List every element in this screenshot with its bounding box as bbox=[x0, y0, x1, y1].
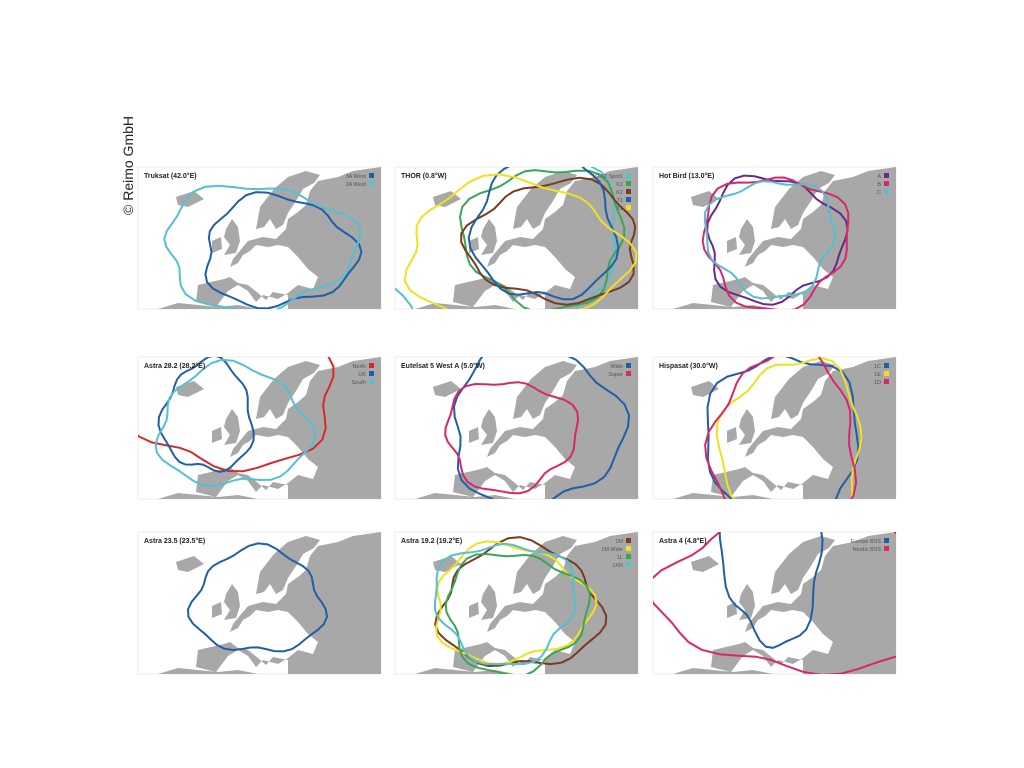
footprint bbox=[163, 184, 362, 309]
legend-label: C bbox=[877, 190, 881, 196]
map-panel: Truksat (42.0°E) 3A West 2A West bbox=[137, 166, 382, 310]
footprint bbox=[703, 180, 837, 300]
legend-label: A bbox=[877, 174, 881, 180]
panel-title: THOR (0.8°W) bbox=[401, 172, 447, 180]
map bbox=[395, 167, 638, 309]
footprint bbox=[704, 357, 858, 499]
legend-label: North bbox=[353, 364, 366, 370]
legend-swatch bbox=[369, 181, 374, 186]
legend-swatch bbox=[626, 562, 631, 567]
map bbox=[415, 532, 638, 674]
legend-label: 1E bbox=[874, 372, 881, 378]
legend-label: 1M Wide bbox=[601, 547, 623, 553]
legend-label: 1C bbox=[874, 364, 881, 370]
legend-swatch bbox=[884, 363, 889, 368]
footprint bbox=[204, 191, 363, 309]
legend-swatch bbox=[626, 205, 631, 210]
legend-label: Nordic BSS bbox=[853, 547, 882, 553]
footprint bbox=[653, 532, 896, 674]
legend-label: Europe BSS bbox=[851, 539, 882, 545]
legend-label: T1 bbox=[617, 198, 623, 204]
legend-swatch bbox=[884, 538, 889, 543]
legend-swatch bbox=[884, 181, 889, 186]
legend-label: South bbox=[352, 380, 366, 386]
panel-title: Hispasat (30.0°W) bbox=[659, 362, 718, 370]
legend-label: T2 bbox=[617, 206, 623, 212]
panel-title: Astra 19.2 (19.2°E) bbox=[401, 537, 462, 545]
legend-label: B bbox=[877, 182, 881, 188]
map bbox=[415, 357, 638, 499]
legend-swatch bbox=[626, 554, 631, 559]
panel-grid: Truksat (42.0°E) 3A West 2A West THOR (0.8°… bbox=[137, 166, 897, 675]
legend-swatch bbox=[884, 371, 889, 376]
legend-label: 3A West bbox=[346, 174, 367, 180]
legend-label: 1L bbox=[617, 555, 623, 561]
map bbox=[673, 357, 896, 499]
copyright: © Reimo GmbH bbox=[120, 116, 136, 215]
legend-label: 1D-02 Spot1 bbox=[592, 174, 623, 180]
map-panel: Astra 28.2 (28.2°E) North UK South bbox=[137, 356, 382, 500]
map bbox=[158, 532, 381, 674]
legend-swatch bbox=[884, 189, 889, 194]
legend-label: 1D bbox=[874, 380, 881, 386]
map-panel: Astra 23.5 (23.5°E) bbox=[137, 531, 382, 675]
legend-label: Wide bbox=[610, 364, 623, 370]
panel-title: Astra 23.5 (23.5°E) bbox=[144, 537, 205, 545]
footprint bbox=[444, 552, 592, 674]
legend-swatch bbox=[626, 173, 631, 178]
footprint bbox=[434, 542, 576, 666]
legend-swatch bbox=[626, 363, 631, 368]
map bbox=[653, 532, 896, 674]
map bbox=[158, 167, 381, 309]
legend-label: 1M bbox=[615, 539, 623, 545]
footprint bbox=[444, 381, 580, 495]
map bbox=[138, 357, 381, 499]
legend-swatch bbox=[884, 379, 889, 384]
footprint bbox=[718, 532, 824, 649]
map-panel: Hot Bird (13.0°E) ABC bbox=[652, 166, 897, 310]
legend-swatch bbox=[626, 197, 631, 202]
footprint bbox=[403, 173, 638, 309]
map-panel: Astra 4 (4.8°E) Europe BSS Nordic BSS bbox=[652, 531, 897, 675]
map-panel: Hispasat (30.0°W) 1C 1E 1D bbox=[652, 356, 897, 500]
legend-swatch bbox=[626, 546, 631, 551]
map-panel: Astra 19.2 (19.2°E) 1M 1M Wide 1L 1KR bbox=[394, 531, 639, 675]
legend-swatch bbox=[369, 363, 374, 368]
panel-title: Astra 28.2 (28.2°E) bbox=[144, 362, 205, 370]
legend-swatch bbox=[626, 189, 631, 194]
footprint bbox=[138, 357, 335, 473]
legend-swatch bbox=[626, 181, 631, 186]
legend-swatch bbox=[369, 173, 374, 178]
map-panel: THOR (0.8°W) 1D-02 Spot1 K1 K2 T1 T2 bbox=[394, 166, 639, 310]
panel-title: Hot Bird (13.0°E) bbox=[659, 172, 714, 180]
panel-title: Truksat (42.0°E) bbox=[144, 172, 197, 180]
panel-title: Astra 4 (4.8°E) bbox=[659, 537, 707, 545]
legend-label: UK bbox=[358, 372, 366, 378]
legend-swatch bbox=[626, 538, 631, 543]
legend-swatch bbox=[884, 173, 889, 178]
footprint bbox=[157, 357, 255, 473]
legend-swatch bbox=[369, 371, 374, 376]
legend-label: K2 bbox=[616, 190, 623, 196]
footprint bbox=[715, 357, 863, 499]
legend-label: Super bbox=[608, 372, 623, 378]
legend-label: K1 bbox=[616, 182, 623, 188]
footprint bbox=[452, 357, 631, 499]
panel-title: Eutelsat 5 West A (5.0°W) bbox=[401, 362, 485, 370]
footprint bbox=[154, 358, 317, 488]
legend-label: 1KR bbox=[612, 563, 623, 569]
footprint bbox=[467, 167, 620, 301]
legend-swatch bbox=[369, 379, 374, 384]
footprint bbox=[701, 176, 850, 309]
footprint bbox=[706, 357, 860, 499]
map-panel: Eutelsat 5 West A (5.0°W) Wide Super bbox=[394, 356, 639, 500]
footprint bbox=[186, 542, 329, 653]
legend-swatch bbox=[626, 371, 631, 376]
map bbox=[673, 167, 896, 309]
legend-swatch bbox=[884, 546, 889, 551]
legend-label: 2A West bbox=[346, 182, 367, 188]
